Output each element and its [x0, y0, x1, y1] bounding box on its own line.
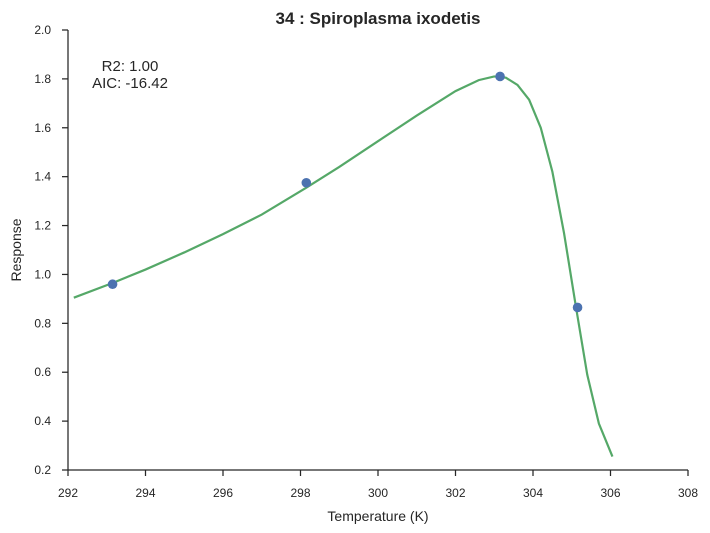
y-tick-label: 0.8 — [34, 316, 51, 330]
x-ticks: 292 294 296 298 300 302 304 306 308 — [58, 470, 698, 500]
x-tick-label: 302 — [445, 486, 465, 500]
x-tick-label: 292 — [58, 486, 78, 500]
x-tick-label: 306 — [600, 486, 620, 500]
x-tick-label: 296 — [213, 486, 233, 500]
data-point — [107, 279, 118, 290]
y-tick-label: 0.6 — [34, 365, 51, 379]
chart-title: 34 : Spiroplasma ixodetis — [275, 9, 480, 28]
y-ticks: 0.2 0.4 0.6 0.8 1.0 1.2 1.4 1.6 1.8 2.0 — [34, 23, 68, 477]
annotation-r2: R2: 1.00 — [102, 58, 159, 75]
y-tick-label: 0.4 — [34, 414, 51, 428]
y-tick-label: 1.6 — [34, 121, 51, 135]
x-tick-label: 308 — [678, 486, 698, 500]
x-tick-label: 298 — [290, 486, 310, 500]
data-point — [495, 71, 505, 82]
y-tick-label: 1.4 — [34, 170, 51, 184]
x-tick-label: 294 — [135, 486, 155, 500]
y-tick-label: 1.0 — [34, 267, 51, 281]
y-tick-label: 0.2 — [34, 463, 51, 477]
fit-curve-line — [73, 75, 614, 457]
y-tick-label: 1.2 — [34, 219, 51, 233]
data-point — [572, 302, 583, 313]
series-layer — [73, 71, 614, 457]
x-tick-label: 304 — [523, 486, 543, 500]
y-axis-label: Response — [8, 218, 24, 281]
y-tick-label: 1.8 — [34, 72, 51, 86]
annotation-aic: AIC: -16.42 — [92, 75, 168, 92]
x-tick-label: 300 — [368, 486, 388, 500]
x-axis-label: Temperature (K) — [327, 508, 428, 524]
data-point — [301, 177, 312, 188]
y-tick-label: 2.0 — [34, 23, 51, 37]
annotations: R2: 1.00 AIC: -16.42 — [92, 58, 168, 92]
